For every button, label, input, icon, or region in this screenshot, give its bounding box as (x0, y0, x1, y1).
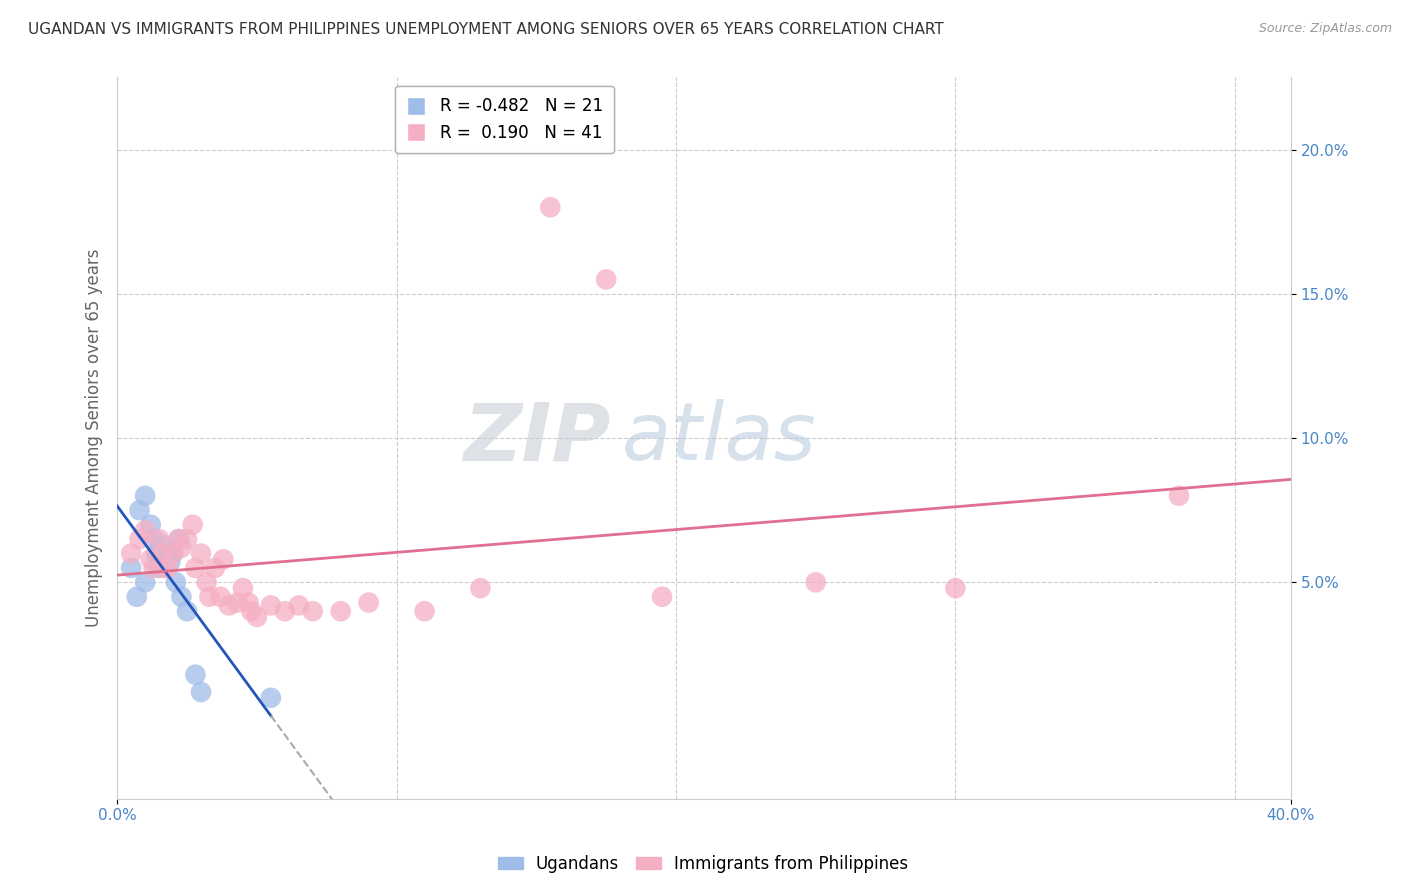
Point (125, 590, 148, 604)
Text: Source: ZipAtlas.com: Source: ZipAtlas.com (1258, 22, 1392, 36)
Point (134, 524, 156, 538)
Point (142, 561, 165, 575)
Point (238, 596, 260, 610)
Point (232, 581, 254, 595)
Point (212, 552, 235, 566)
Point (288, 599, 311, 613)
Point (142, 532, 165, 546)
Point (538, 200, 561, 214)
Point (195, 575, 218, 590)
Point (167, 532, 190, 546)
Point (804, 575, 827, 590)
Point (120, 547, 142, 561)
Point (218, 599, 240, 613)
Point (190, 685, 212, 699)
Text: UGANDAN VS IMMIGRANTS FROM PHILIPPINES UNEMPLOYMENT AMONG SENIORS OVER 65 YEARS : UGANDAN VS IMMIGRANTS FROM PHILIPPINES U… (28, 22, 943, 37)
Point (209, 590, 232, 604)
Point (260, 599, 283, 613)
Point (595, 272, 617, 286)
Y-axis label: Unemployment Among Seniors over 65 years: Unemployment Among Seniors over 65 years (86, 249, 103, 627)
Point (470, 581, 492, 595)
Point (260, 690, 283, 705)
Point (128, 503, 150, 517)
Legend: Ugandans, Immigrants from Philippines: Ugandans, Immigrants from Philippines (491, 848, 915, 880)
Point (204, 561, 226, 575)
Point (167, 532, 190, 546)
Point (184, 561, 207, 575)
Point (184, 667, 207, 681)
Point (150, 538, 173, 552)
Point (170, 541, 193, 555)
Point (301, 604, 323, 618)
Point (139, 552, 162, 566)
Point (413, 604, 436, 618)
Point (159, 555, 181, 569)
Point (156, 547, 179, 561)
Point (329, 604, 352, 618)
Point (139, 517, 162, 532)
Text: atlas: atlas (621, 399, 817, 477)
Point (153, 561, 176, 575)
Point (162, 547, 184, 561)
Point (148, 532, 170, 546)
Point (153, 552, 176, 566)
Text: ZIP: ZIP (463, 399, 610, 477)
Point (176, 604, 198, 618)
Point (945, 581, 967, 595)
Point (246, 610, 269, 624)
Point (651, 590, 673, 604)
Point (150, 547, 173, 561)
Point (1168, 489, 1191, 503)
Point (198, 590, 221, 604)
Point (165, 575, 187, 590)
Point (148, 561, 170, 575)
Point (128, 532, 150, 546)
Point (170, 590, 193, 604)
Point (134, 575, 156, 590)
Point (134, 489, 156, 503)
Point (226, 596, 249, 610)
Point (190, 547, 212, 561)
Point (162, 547, 184, 561)
Point (240, 604, 263, 618)
Point (357, 596, 380, 610)
Point (181, 517, 204, 532)
Point (274, 604, 297, 618)
Point (145, 547, 167, 561)
Legend: R = -0.482   N = 21, R =  0.190   N = 41: R = -0.482 N = 21, R = 0.190 N = 41 (395, 86, 614, 153)
Point (176, 532, 198, 546)
Point (156, 561, 179, 575)
Point (120, 561, 142, 575)
